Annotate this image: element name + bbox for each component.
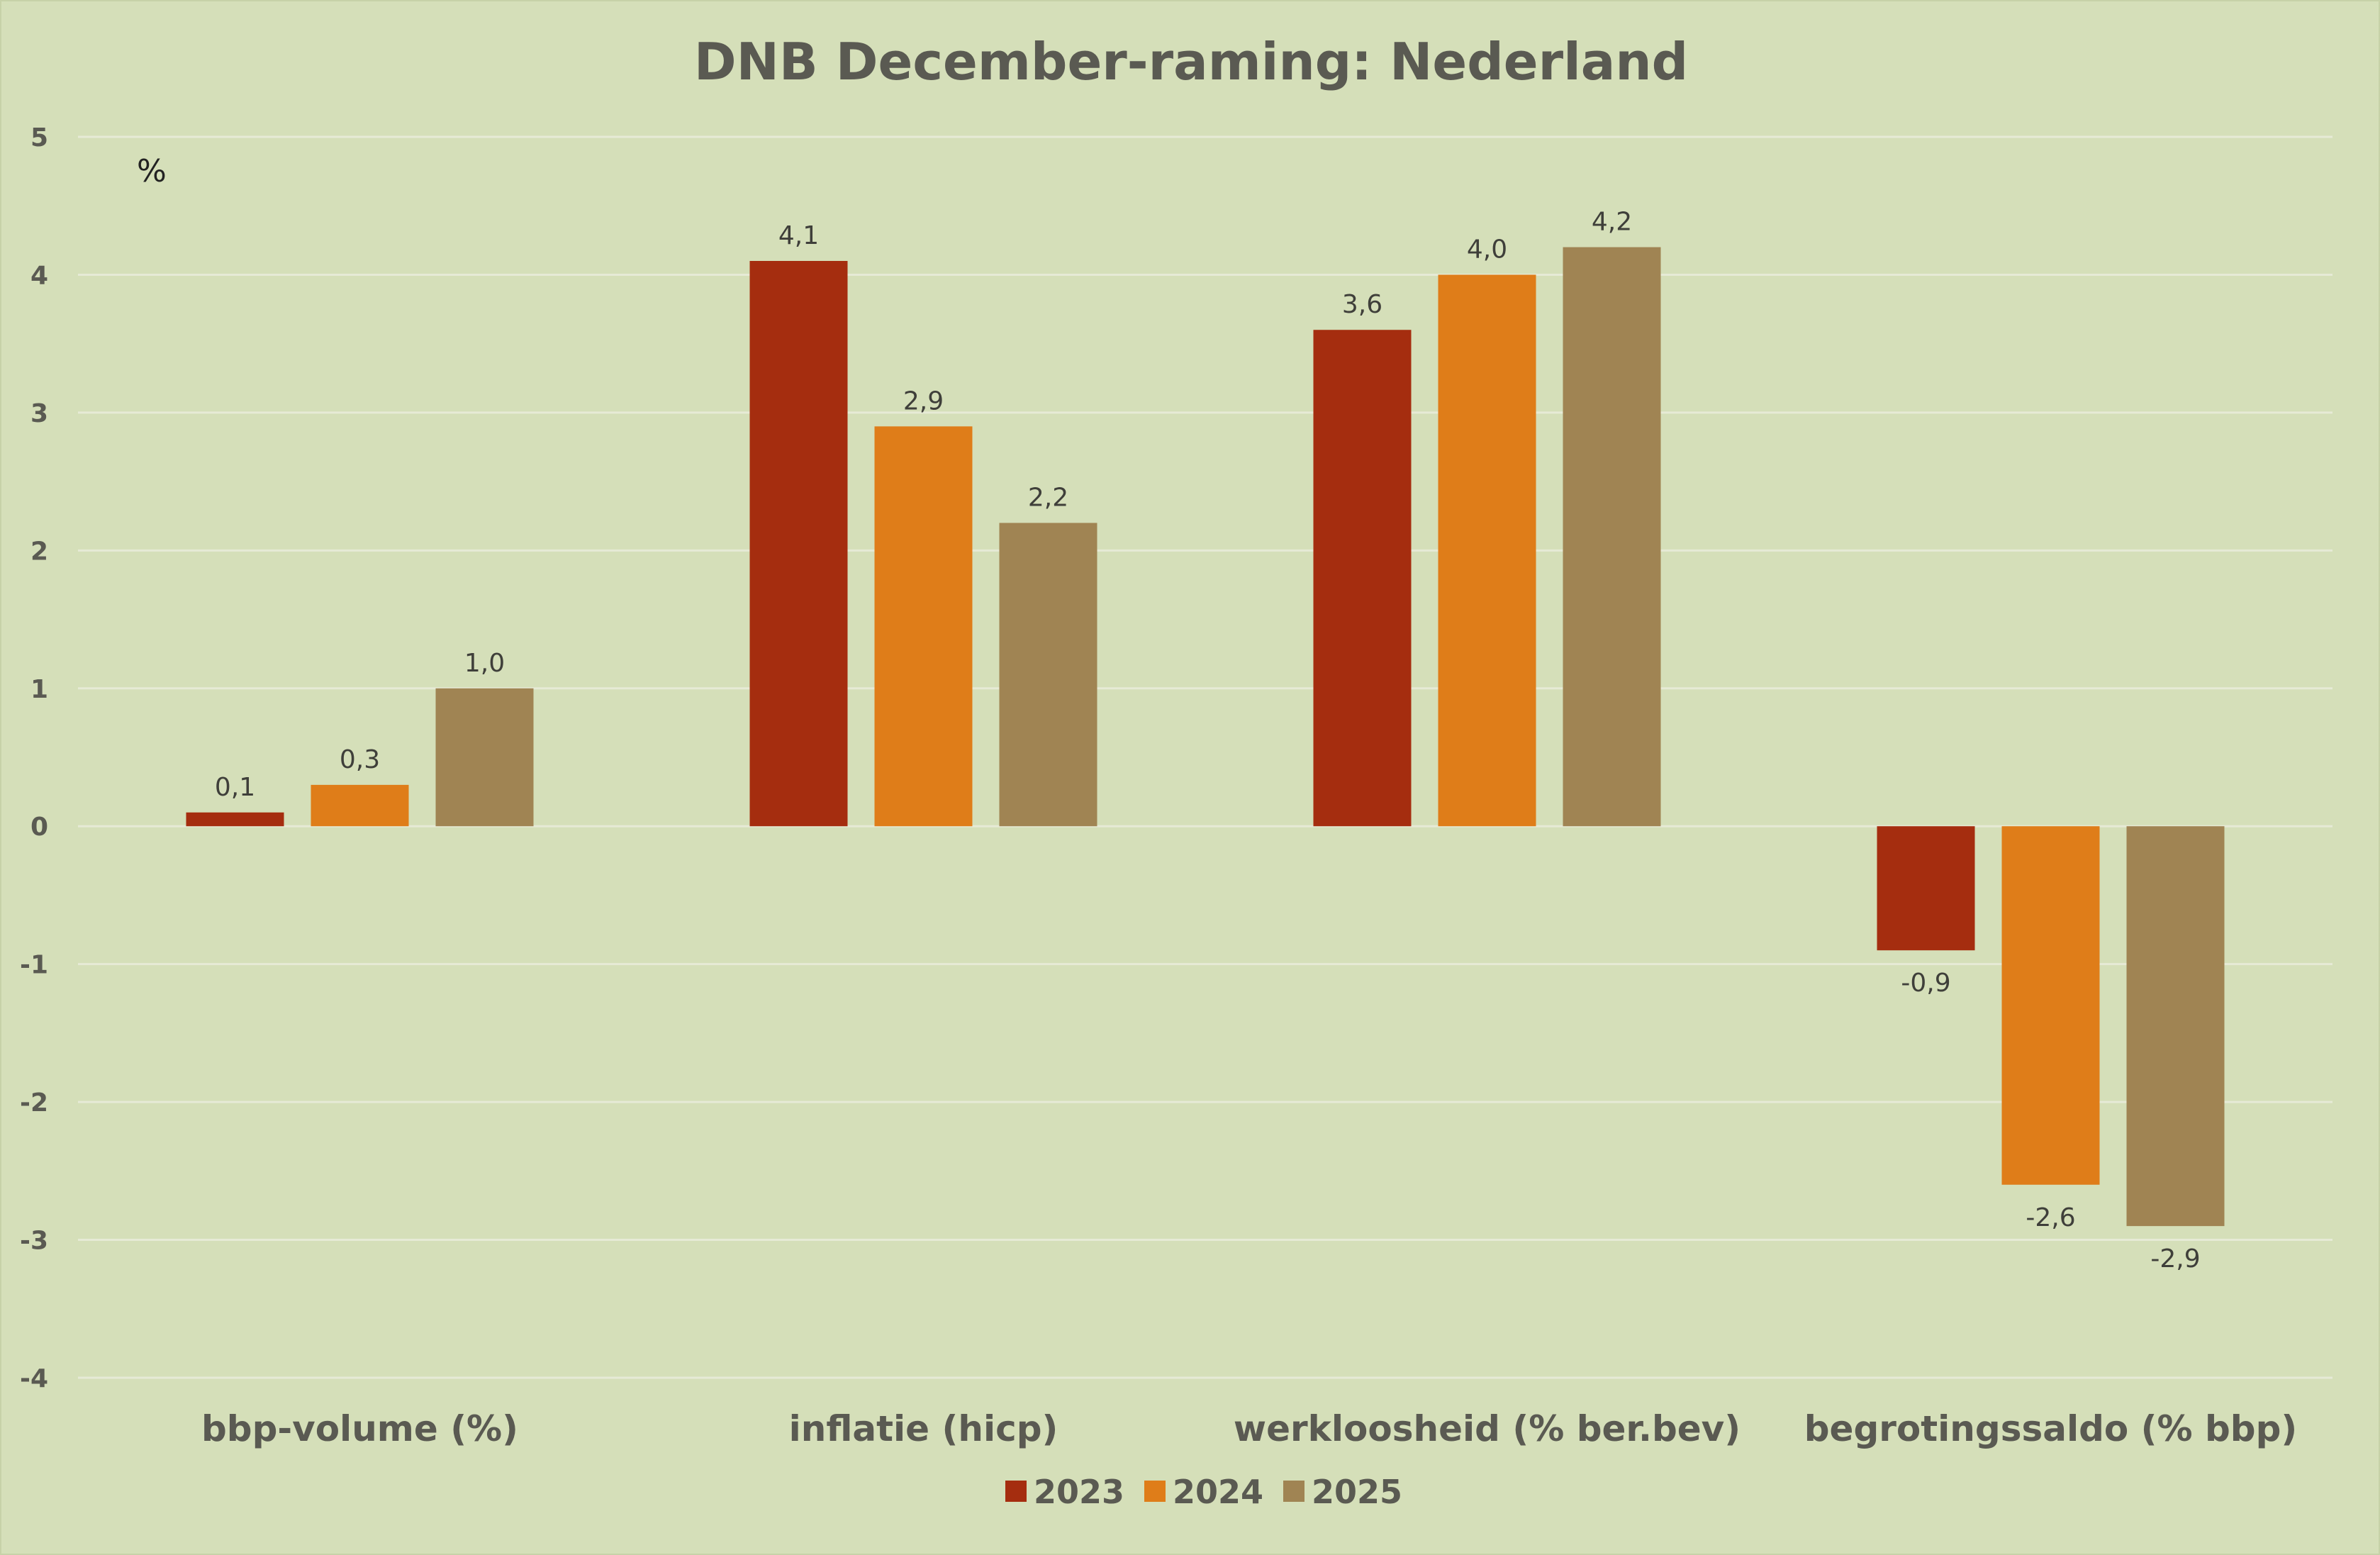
- legend-label: 2025: [1312, 1473, 1402, 1511]
- bar-2023: [1877, 826, 1975, 951]
- legend-swatch-2023: [1005, 1481, 1027, 1502]
- category-label: bbp-volume (%): [201, 1408, 518, 1449]
- bar-2023: [186, 812, 284, 827]
- data-label: 3,6: [1342, 290, 1382, 319]
- y-tick-label: 5: [30, 123, 48, 152]
- y-unit-label: %: [137, 153, 167, 189]
- bar-2025: [2126, 826, 2225, 1227]
- legend-swatch-2024: [1144, 1481, 1166, 1502]
- y-tick-label: -1: [20, 951, 48, 980]
- bar-2025: [435, 688, 534, 827]
- data-label: 4,0: [1467, 235, 1507, 264]
- y-tick-label: -2: [20, 1088, 48, 1118]
- y-tick-label: -4: [20, 1364, 48, 1393]
- data-labels: 0,1 0,3 1,0 4,1 2,9 2,2 3,6 4,0 4,2 -0,9 -2,6 -2,9: [215, 208, 2201, 1274]
- y-axis-ticks: 5 4 3 2 1 0 -1 -2 -3 -4: [20, 123, 48, 1393]
- bars: [186, 247, 2225, 1227]
- y-tick-label: 2: [30, 537, 48, 566]
- bar-2023: [749, 261, 848, 827]
- data-label: -0,9: [1901, 969, 1950, 998]
- bar-2024: [1438, 274, 1536, 827]
- y-tick-label: 0: [30, 813, 48, 842]
- data-label: 0,3: [340, 745, 380, 774]
- data-label: -2,9: [2150, 1244, 2200, 1273]
- y-tick-label: -3: [20, 1227, 48, 1256]
- bar-2025: [1563, 247, 1661, 827]
- category-label: begrotingssaldo (% bbp): [1804, 1408, 2297, 1449]
- data-label: 2,9: [903, 386, 944, 416]
- data-label: 4,1: [778, 221, 819, 250]
- bar-2024: [311, 784, 409, 827]
- data-label: 1,0: [464, 649, 505, 678]
- bar-2025: [999, 523, 1097, 827]
- y-tick-label: 3: [30, 399, 48, 428]
- legend: 2023 2024 2025: [1005, 1473, 1402, 1511]
- data-label: 2,2: [1028, 483, 1068, 512]
- bar-2023: [1313, 330, 1412, 827]
- y-tick-label: 1: [30, 675, 48, 704]
- category-label: werkloosheid (% ber.bev): [1234, 1408, 1741, 1449]
- legend-label: 2023: [1034, 1473, 1124, 1511]
- data-label: 4,2: [1592, 208, 1632, 237]
- legend-label: 2024: [1173, 1473, 1263, 1511]
- bar-2024: [874, 426, 973, 827]
- y-tick-label: 4: [30, 261, 48, 290]
- chart-title: DNB December-raming: Nederland: [694, 32, 1688, 91]
- legend-swatch-2025: [1283, 1481, 1304, 1502]
- data-label: 0,1: [215, 773, 255, 802]
- x-axis-categories: bbp-volume (%) inflatie (hicp) werklooshei…: [201, 1408, 2297, 1449]
- bar-2024: [2001, 826, 2100, 1185]
- data-label: -2,6: [2026, 1203, 2075, 1232]
- category-label: inflatie (hicp): [789, 1408, 1058, 1449]
